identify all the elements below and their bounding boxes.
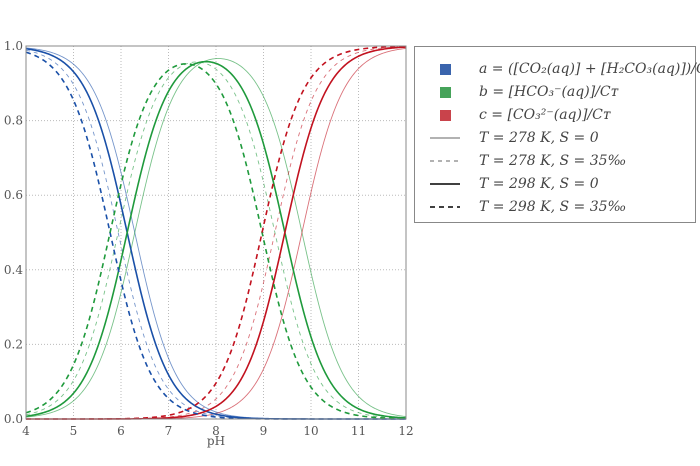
grid [25, 45, 407, 420]
x-tick-label: 8 [212, 424, 220, 438]
y-tick-label: 0.6 [4, 188, 23, 202]
legend-item: c = [CO₃²⁻(aq)]/Cᴛ [415, 104, 611, 126]
x-tick-label: 11 [351, 424, 366, 438]
legend-line-sample [425, 136, 465, 140]
y-tick-label: 1.0 [4, 39, 23, 53]
curve-b-thick-solid [25, 60, 407, 419]
legend-label: a = ([CO₂(aq)] + [H₂CO₃(aq)])/Cᴛ [479, 61, 700, 77]
legend-item: b = [HCO₃⁻(aq)]/Cᴛ [415, 81, 618, 103]
legend-label: T = 298 K, S = 0 [479, 176, 599, 192]
legend-swatch [425, 86, 465, 98]
legend-item: T = 298 K, S = 35‰ [415, 196, 626, 218]
legend-line-sample [425, 205, 465, 209]
legend-label: T = 278 K, S = 0 [479, 130, 599, 146]
curve-b-thick-dashed [25, 63, 407, 420]
x-tick-label: 10 [303, 424, 318, 438]
x-axis-label: pH [207, 434, 225, 448]
legend-label: T = 278 K, S = 35‰ [479, 153, 627, 169]
legend-swatch [425, 63, 465, 75]
y-tick-label: 0.0 [4, 412, 23, 426]
curve-a-thin-dashed [25, 49, 406, 420]
curve-b-thin-dashed [25, 61, 407, 419]
legend-item: T = 278 K, S = 35‰ [415, 150, 626, 172]
curve-a-thick-dashed [25, 51, 406, 420]
legend-item: T = 298 K, S = 0 [415, 173, 599, 195]
plot-frame [25, 45, 407, 420]
x-tick-label: 9 [260, 424, 268, 438]
x-tick-label: 4 [22, 424, 30, 438]
x-tick-label: 5 [70, 424, 78, 438]
curve-c-thin-dashed [26, 46, 407, 420]
y-tick-label: 0.8 [4, 114, 23, 128]
legend-item: a = ([CO₂(aq)] + [H₂CO₃(aq)])/Cᴛ [415, 58, 700, 80]
legend-label: b = [HCO₃⁻(aq)]/Cᴛ [479, 84, 619, 100]
legend-item: T = 278 K, S = 0 [415, 127, 599, 149]
y-tick-label: 0.2 [4, 337, 23, 351]
y-tick-label: 0.4 [4, 263, 23, 277]
legend-label: T = 298 K, S = 35‰ [479, 199, 627, 215]
x-tick-label: 6 [117, 424, 125, 438]
legend-label: c = [CO₃²⁻(aq)]/Cᴛ [479, 107, 611, 123]
legend: a = ([CO₂(aq)] + [H₂CO₃(aq)])/Cᴛ b = [HCO… [414, 46, 700, 223]
legend-line-sample [425, 182, 465, 186]
legend-line-sample [425, 159, 465, 163]
curve-b-thin-solid [25, 58, 407, 418]
x-tick-label: 7 [165, 424, 173, 438]
tick-labels: 4 5 6 7 8 9 10 11 12 0.0 0.2 0.4 0.6 0.8 1.0 [4, 39, 414, 438]
x-tick-label: 12 [398, 424, 413, 438]
legend-swatch [425, 109, 465, 121]
